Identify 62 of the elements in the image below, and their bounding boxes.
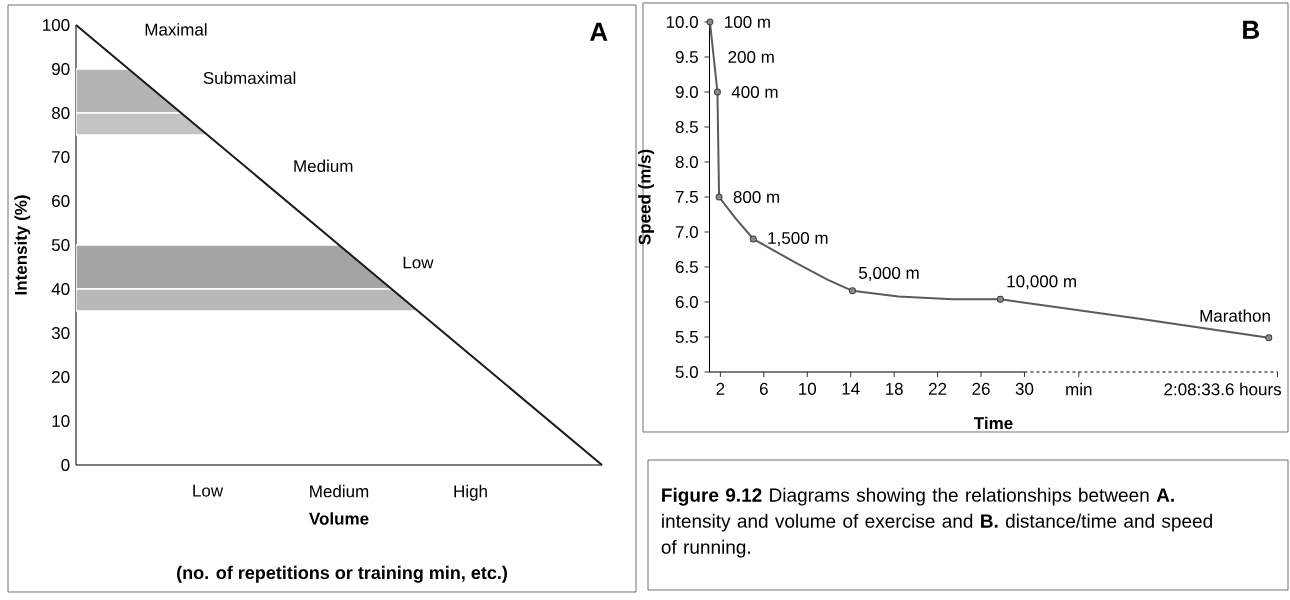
annotation: Low bbox=[403, 256, 434, 269]
y-tick-label: 8.5 bbox=[675, 120, 698, 134]
point bbox=[749, 235, 757, 243]
annotation: 10,000 m bbox=[1007, 275, 1076, 290]
y-tick-label: 7.5 bbox=[675, 191, 698, 203]
x-axis-title: Volume bbox=[309, 512, 369, 525]
x-tick-label: 22 bbox=[928, 382, 947, 395]
text: Figure 9.12 Diagrams showing the relationships between A. intensity and volume of exercise and B. distance/time and speed of running. bbox=[661, 487, 1212, 558]
point bbox=[713, 88, 721, 96]
annotation: 200 m bbox=[728, 50, 774, 64]
x-tick-label: 26 bbox=[972, 382, 990, 395]
point bbox=[1265, 334, 1273, 342]
x-tick-label: 2 bbox=[716, 382, 725, 395]
y-axis-title: Intensity (%) bbox=[14, 195, 31, 295]
x-tick-label: Medium bbox=[310, 484, 369, 498]
annotation: Marathon bbox=[1200, 309, 1270, 322]
x-tick-label: 30 bbox=[1015, 382, 1034, 395]
annotation: Submaximal bbox=[203, 71, 296, 85]
y-tick-label: 100 bbox=[43, 18, 70, 32]
x-tick-label: 6 bbox=[759, 382, 768, 395]
annotation: Medium bbox=[294, 159, 353, 173]
y-tick-label: 50 bbox=[51, 238, 70, 252]
point bbox=[996, 295, 1004, 303]
y-tick-label: 8.0 bbox=[675, 155, 698, 169]
y-tick-label: 60 bbox=[52, 194, 70, 208]
y-axis-title: Speed (m/s) bbox=[638, 149, 655, 245]
annotation: 800 m bbox=[733, 190, 780, 204]
y-tick-label: 6.0 bbox=[675, 295, 698, 309]
y-tick-label: 10 bbox=[52, 414, 70, 428]
chart-title: A bbox=[590, 22, 608, 41]
y-tick-label: 7.0 bbox=[675, 225, 698, 239]
annotation: 100 m bbox=[725, 15, 770, 29]
y-tick-label: 70 bbox=[52, 150, 70, 164]
x-tick-label: min bbox=[1066, 382, 1092, 396]
annotation: Maximal bbox=[145, 23, 207, 36]
y-tick-label: 5.5 bbox=[675, 331, 698, 343]
point bbox=[715, 193, 723, 201]
chart-title: B bbox=[1243, 20, 1259, 39]
y-tick-label: 20 bbox=[52, 370, 70, 384]
annotation: 1,500 m bbox=[768, 231, 828, 247]
y-tick-label: 40 bbox=[51, 282, 70, 296]
y-tick-label: 10.0 bbox=[666, 15, 698, 29]
x-tick-label: High bbox=[454, 484, 487, 501]
x-tick-label: 2:08:33.6 hours bbox=[1164, 382, 1282, 396]
x-tick-label: 18 bbox=[885, 382, 903, 395]
point bbox=[848, 287, 856, 295]
y-tick-label: 9.5 bbox=[675, 50, 698, 64]
annotation: 400 m bbox=[731, 85, 778, 99]
x-axis-title: Time bbox=[974, 416, 1013, 430]
y-tick-label: 6.5 bbox=[675, 260, 698, 274]
x-tick-label: Low bbox=[193, 484, 224, 497]
annotation: 5,000 m bbox=[858, 266, 919, 281]
y-tick-label: 0 bbox=[61, 458, 70, 472]
y-tick-label: 90 bbox=[52, 62, 70, 76]
x-tick-label: 10 bbox=[799, 382, 817, 395]
y-tick-label: 5.0 bbox=[675, 365, 698, 379]
y-tick-label: 30 bbox=[51, 326, 70, 340]
y-tick-label: 80 bbox=[51, 106, 70, 120]
x-tick-label: 14 bbox=[842, 382, 860, 395]
text: (no. of repetitions or training min, etc.) bbox=[177, 565, 507, 583]
y-tick-label: 9.0 bbox=[675, 85, 698, 99]
point bbox=[706, 18, 714, 26]
